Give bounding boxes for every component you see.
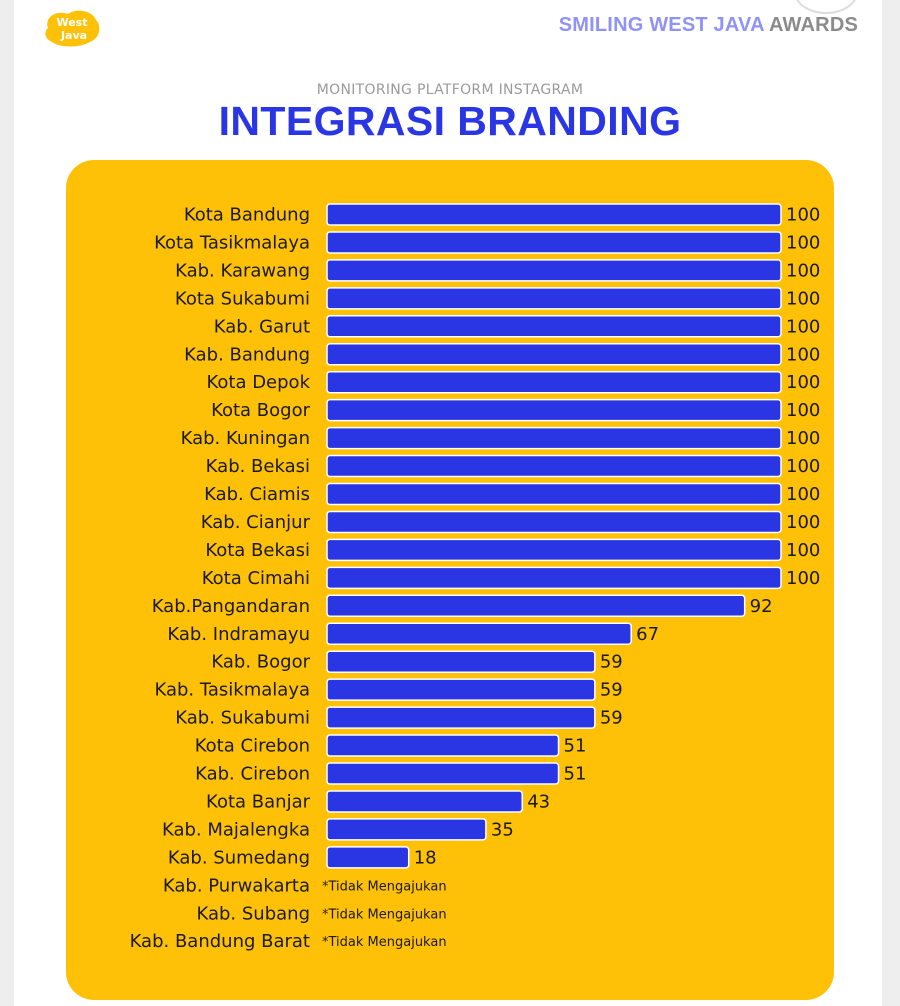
brand-main-text: SMILING WEST JAVA: [558, 14, 764, 36]
value-label: 100: [786, 456, 820, 477]
bar: [326, 846, 410, 869]
bar: [326, 426, 782, 450]
value-label: 43: [527, 791, 550, 812]
value-label: 100: [786, 288, 820, 309]
not-submitted-note: *Tidak Mengajukan: [322, 907, 447, 922]
category-label: Kota Bogor: [211, 400, 311, 421]
category-label: Kab. Tasikmalaya: [154, 680, 310, 701]
bar: [326, 594, 746, 618]
bar: [326, 315, 782, 338]
value-label: 18: [414, 847, 437, 868]
category-label: Kab. Kuningan: [181, 428, 310, 449]
category-label: Kab. Bogor: [211, 652, 310, 673]
category-label: Kab. Cianjur: [201, 512, 311, 533]
value-label: 51: [564, 764, 587, 785]
value-label: 100: [786, 428, 820, 449]
category-label: Kota Cimahi: [202, 568, 310, 589]
brand-sub-text: AWARDS: [764, 14, 858, 36]
value-label: 100: [786, 344, 820, 365]
value-label: 59: [600, 652, 623, 673]
value-label: 35: [491, 819, 514, 840]
category-label: Kab. Garut: [214, 316, 310, 337]
value-label: 51: [564, 736, 587, 757]
category-label: Kab. Purwakarta: [163, 875, 310, 896]
category-label: Kota Depok: [206, 372, 310, 393]
value-label: 100: [786, 232, 820, 253]
category-label: Kab. Bandung: [184, 344, 310, 365]
bar: [326, 734, 560, 757]
value-label: 59: [600, 680, 623, 701]
value-label: 67: [636, 624, 659, 645]
bar: [326, 370, 782, 394]
value-label: 100: [786, 260, 820, 281]
bar: [326, 231, 782, 254]
category-label: Kab. Subang: [196, 903, 310, 924]
value-label: 100: [786, 512, 820, 533]
category-label: Kab. Bekasi: [206, 456, 310, 477]
bar: [326, 454, 782, 478]
category-label: Kab. Majalengka: [162, 819, 310, 840]
bar: [326, 482, 782, 506]
bar: [326, 259, 782, 282]
category-label: Kab. Indramayu: [167, 624, 310, 645]
bar: [326, 538, 782, 562]
value-label: 100: [786, 400, 820, 421]
category-label: Kota Cirebon: [195, 736, 310, 757]
value-label: 100: [786, 316, 820, 337]
not-submitted-note: *Tidak Mengajukan: [322, 935, 447, 950]
bar: [326, 818, 487, 841]
logo-text-top: West: [56, 16, 87, 29]
category-label: Kab. Cirebon: [195, 764, 310, 785]
bar: [326, 566, 782, 590]
category-label: Kab. Bandung Barat: [130, 931, 310, 952]
category-label: Kota Bekasi: [205, 540, 310, 561]
bar: [326, 706, 596, 729]
value-label: 59: [600, 708, 623, 729]
bar: [326, 762, 560, 785]
not-submitted-note: *Tidak Mengajukan: [322, 879, 447, 894]
bar: [326, 203, 782, 226]
bar: [326, 510, 782, 534]
category-label: Kota Banjar: [206, 791, 311, 812]
bar: [326, 678, 596, 701]
page-subtitle: MONITORING PLATFORM INSTAGRAM: [316, 82, 584, 98]
west-java-logo: West Java: [45, 10, 100, 47]
brand-title: SMILING WEST JAVA AWARDS: [559, 14, 858, 37]
value-label: 100: [786, 205, 820, 226]
bar: [326, 343, 782, 366]
bar: [326, 622, 632, 645]
bar: [326, 650, 596, 673]
value-label: 100: [786, 372, 820, 393]
value-label: 100: [786, 540, 820, 561]
value-label: 100: [786, 484, 820, 505]
category-label: Kab. Sumedang: [168, 847, 310, 868]
category-label: Kota Sukabumi: [175, 288, 310, 309]
category-label: Kota Bandung: [184, 205, 310, 226]
bar: [326, 287, 782, 310]
category-label: Kab. Ciamis: [204, 484, 310, 505]
page-title: INTEGRASI BRANDING: [218, 98, 682, 144]
category-label: Kota Tasikmalaya: [154, 232, 310, 253]
bar: [326, 790, 523, 813]
category-label: Kab. Karawang: [175, 260, 310, 281]
value-label: 100: [786, 568, 820, 589]
value-label: 92: [750, 596, 773, 617]
category-label: Kab. Sukabumi: [175, 708, 310, 729]
category-label: Kab.Pangandaran: [152, 596, 310, 617]
bar: [326, 398, 782, 422]
logo-text-bottom: Java: [60, 29, 87, 42]
